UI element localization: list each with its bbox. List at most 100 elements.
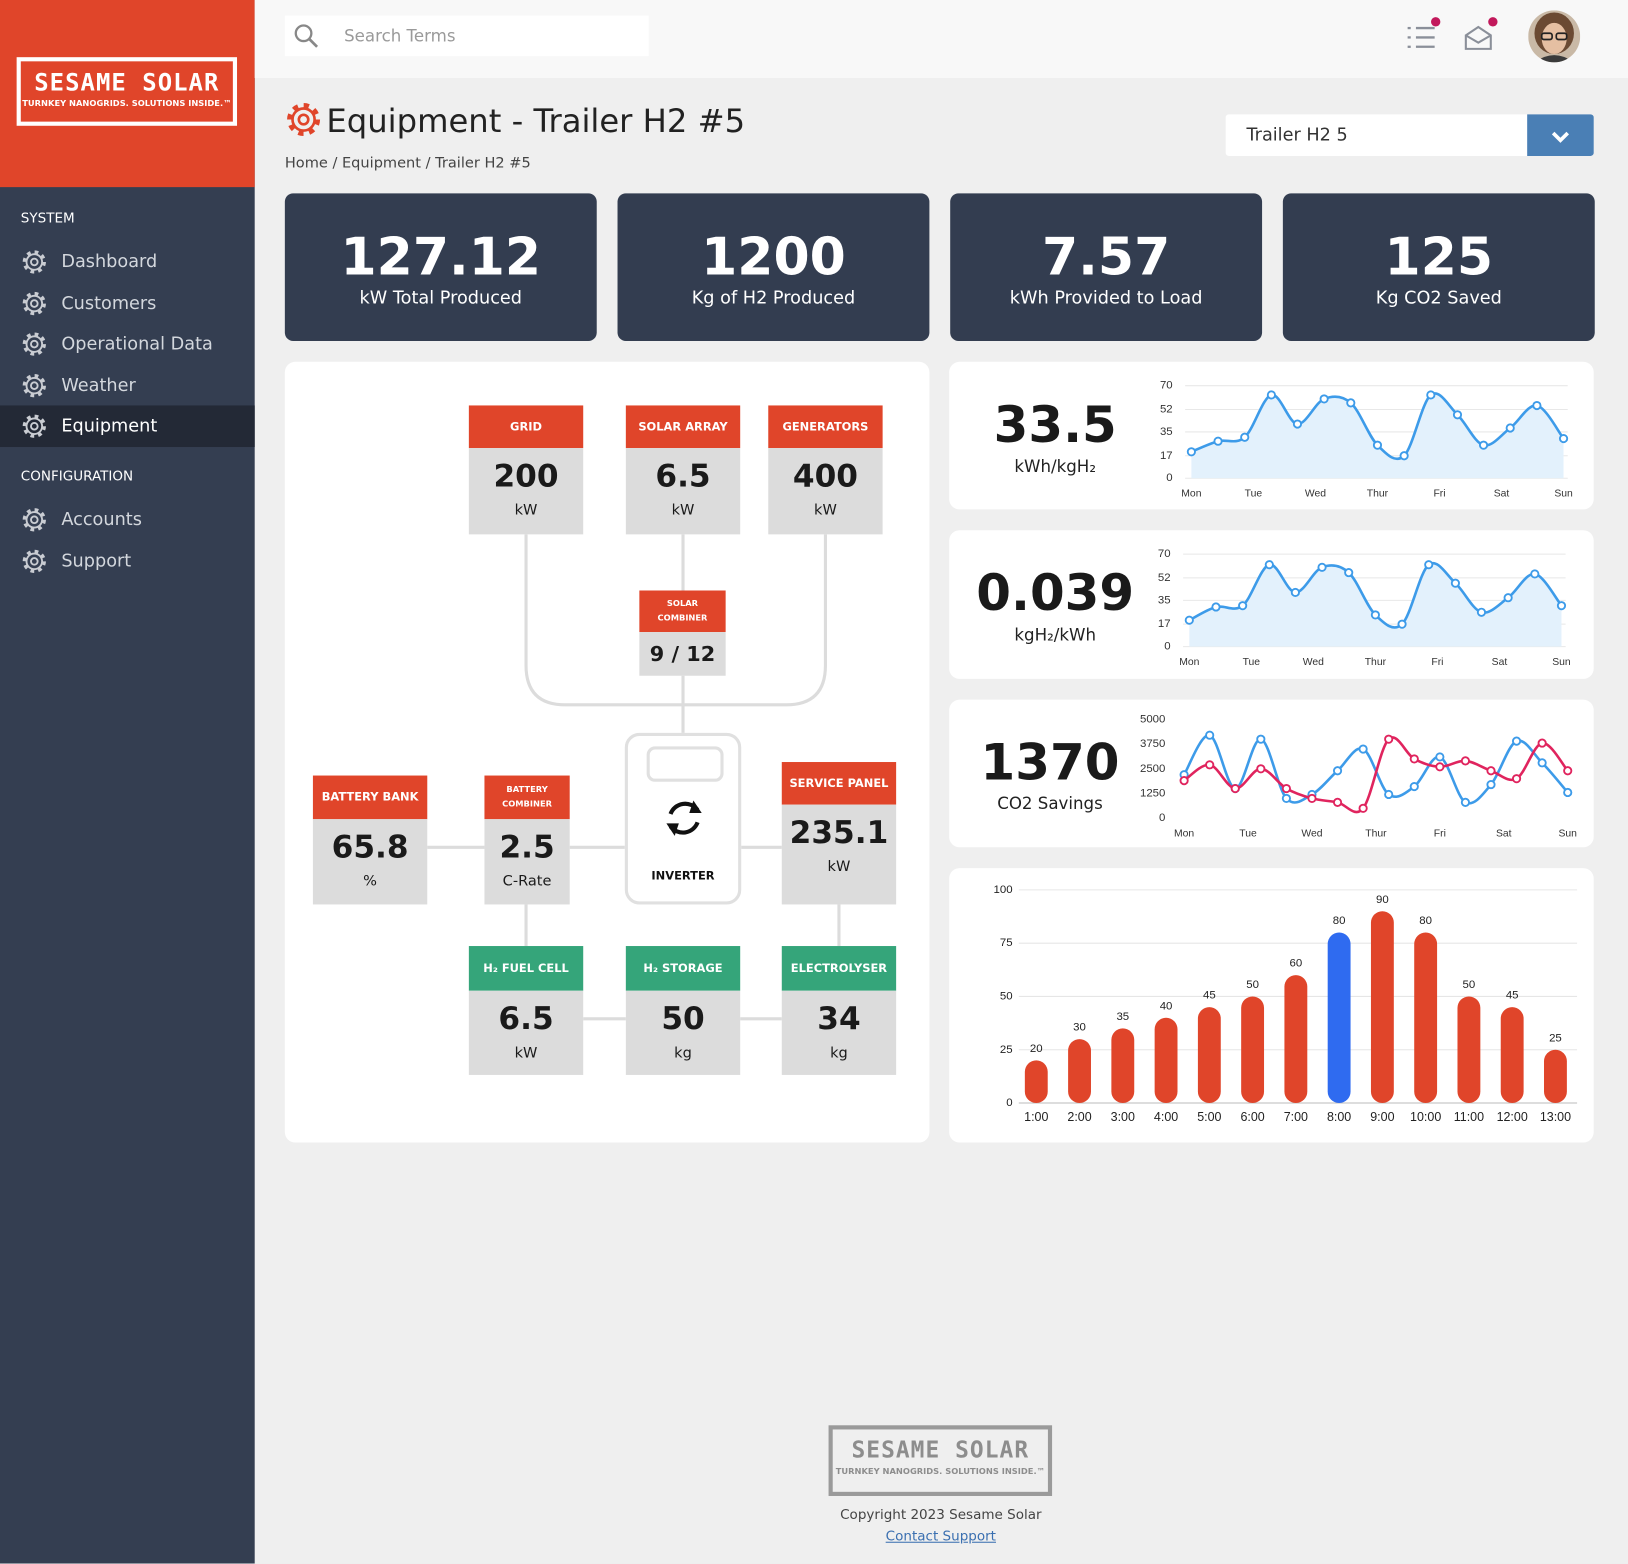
node-value: 6.5 — [498, 1001, 554, 1038]
bar — [1414, 932, 1438, 1104]
point — [1426, 390, 1436, 400]
y-tick-label: 17 — [1158, 618, 1171, 630]
node-unit: kW — [514, 502, 538, 519]
metric-value: 0.039 — [976, 564, 1135, 623]
point — [1486, 780, 1496, 790]
stat-label: Kg CO2 Saved — [1375, 287, 1502, 309]
icon — [294, 24, 319, 48]
data-label: 40 — [1160, 1000, 1173, 1012]
y-tick-label: 50 — [1000, 990, 1013, 1002]
point — [1184, 615, 1194, 625]
node-value: 9 / 12 — [649, 641, 716, 667]
y-tick-label: 70 — [1158, 548, 1171, 560]
panel — [949, 868, 1594, 1143]
selector-button[interactable] — [1527, 114, 1594, 156]
x-tick-label: Mon — [1179, 657, 1199, 668]
node-label: H₂ FUEL CELL — [483, 961, 569, 975]
y-tick-label: 0 — [1164, 641, 1170, 653]
contact-link[interactable]: Contact Support — [885, 1529, 996, 1545]
data-label: 35 — [1116, 1011, 1129, 1023]
point — [1370, 610, 1380, 620]
node-value: 34 — [817, 1001, 861, 1038]
node-body: 65.8% — [312, 819, 428, 905]
point — [1563, 787, 1573, 798]
x-tick-label: Sat — [1492, 657, 1508, 668]
point — [1409, 754, 1419, 764]
x-tick-label: 6:00 — [1240, 1110, 1264, 1124]
node-unit: kW — [671, 502, 695, 519]
node-value: 2.5 — [499, 829, 555, 866]
stat-card: 1200 Kg of H2 Produced — [617, 193, 930, 341]
point — [1478, 440, 1489, 450]
metric-unit: kgH₂/kWh — [1014, 624, 1096, 645]
point — [1435, 762, 1445, 772]
point — [1399, 451, 1409, 461]
point — [1256, 734, 1266, 744]
nav-item[interactable]: Operational Data — [0, 323, 255, 365]
y-tick-label: 52 — [1160, 403, 1173, 415]
x-tick-label: Mon — [1181, 489, 1201, 500]
node-unit: kW — [827, 858, 851, 876]
metric-unit: CO2 Savings — [997, 793, 1103, 813]
bar — [1154, 1017, 1178, 1104]
nav-item[interactable]: Accounts — [0, 499, 255, 541]
point — [1511, 736, 1522, 746]
logo: SESAME SOLAR TURNKEY NANOGRIDS. SOLUTIONS… — [16, 57, 238, 126]
x-tick-label: Fri — [1434, 829, 1446, 840]
point — [1384, 734, 1394, 744]
page-title: Equipment - Trailer H2 #5 — [326, 102, 746, 141]
node-unit: C-Rate — [502, 873, 552, 890]
node-value: 235.1 — [789, 815, 889, 852]
x-tick-label: 10:00 — [1410, 1110, 1441, 1124]
stat-card: 7.57 kWh Provided to Load — [950, 193, 1263, 341]
header: Search Terms — [254, 0, 1628, 78]
selector-value: Trailer H2 5 — [1246, 124, 1348, 146]
node-body: 6.5 kW — [468, 990, 584, 1075]
nav-item[interactable]: Equipment — [0, 405, 255, 448]
icon — [666, 800, 702, 836]
inverter: INVERTER — [624, 732, 742, 905]
nav-label: Operational Data — [61, 333, 213, 355]
node-header: SOLAR ARRAY — [625, 405, 741, 449]
nav-item[interactable]: Customers — [0, 282, 255, 324]
x-tick-label: Tue — [1239, 829, 1257, 840]
node-header: GENERATORS — [768, 405, 883, 449]
point — [1530, 569, 1540, 579]
y-tick-label: 35 — [1158, 594, 1171, 606]
selector[interactable]: Trailer H2 5 — [1225, 114, 1594, 156]
stat-value: 7.57 — [1042, 226, 1171, 287]
node-label: GRID — [510, 419, 543, 433]
point — [1532, 400, 1542, 411]
point — [1205, 730, 1215, 740]
area — [1189, 563, 1562, 647]
bar — [1111, 1028, 1135, 1104]
search-box[interactable]: Search Terms — [284, 15, 649, 57]
connector-lines — [427, 534, 841, 1021]
node-value: 50 — [661, 1001, 705, 1038]
nav-item[interactable]: Weather — [0, 364, 255, 406]
node-header: BATTERY BANK — [312, 775, 428, 820]
x-tick-label: Mon — [1174, 829, 1194, 840]
point — [1358, 744, 1368, 754]
x-tick-label: 4:00 — [1154, 1110, 1178, 1124]
logo-tagline: TURNKEY NANOGRIDS. SOLUTIONS INSIDE.™ — [22, 98, 232, 109]
point — [1264, 560, 1274, 570]
nav-label: Weather — [61, 374, 136, 396]
point — [1213, 436, 1223, 446]
nav-item[interactable]: Support — [0, 540, 255, 582]
bar — [1024, 1060, 1048, 1104]
nav-item[interactable]: Dashboard — [0, 241, 255, 283]
node-header: ELECTROLYSER — [781, 946, 897, 991]
node-header: H₂ FUEL CELL — [468, 946, 584, 991]
point — [1511, 774, 1522, 784]
point — [1450, 578, 1460, 588]
point — [1319, 394, 1329, 404]
logo-tagline: TURNKEY NANOGRIDS. SOLUTIONS INSIDE.™ — [835, 1466, 1045, 1477]
data-label: 45 — [1506, 990, 1519, 1002]
point — [1424, 560, 1434, 570]
bar — [1068, 1039, 1091, 1104]
data-label: 80 — [1419, 915, 1432, 927]
y-tick-label: 25 — [1000, 1044, 1013, 1056]
node-body: 6.5 kW — [625, 448, 741, 535]
